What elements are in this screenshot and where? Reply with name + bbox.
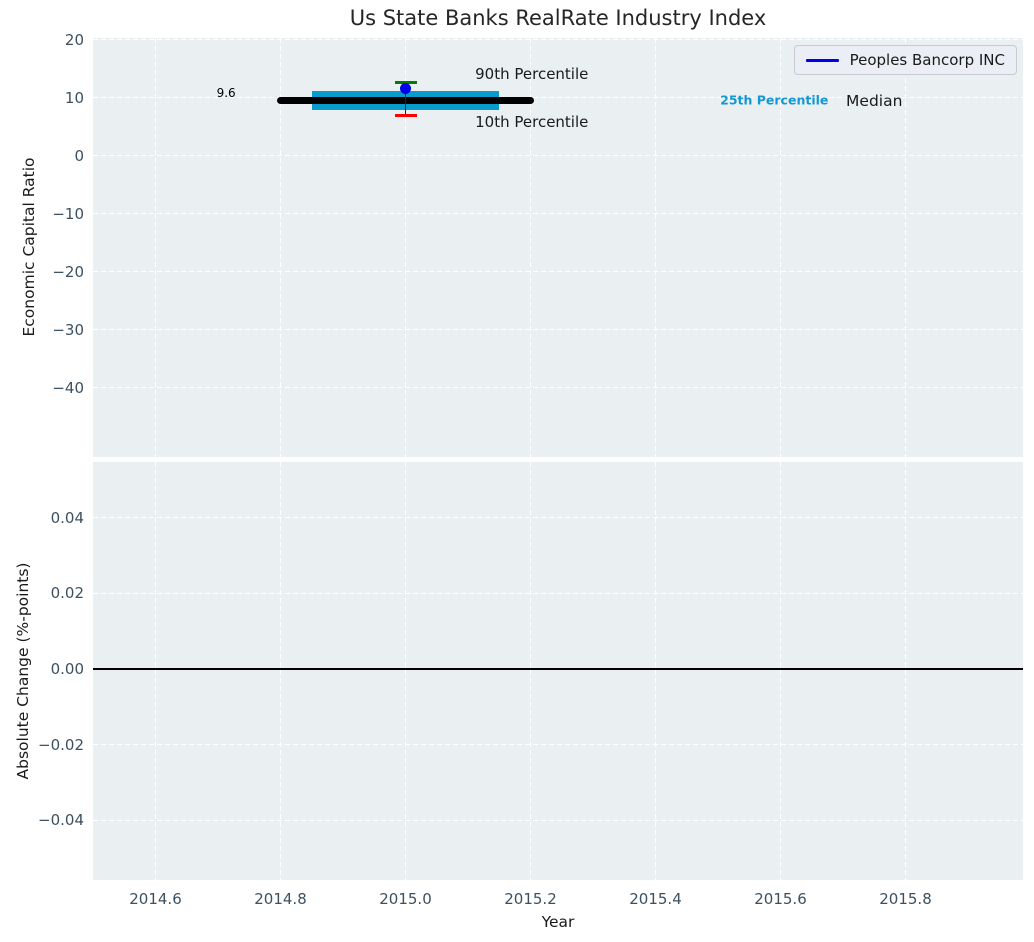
gridline-horizontal — [93, 329, 1023, 331]
gridline-vertical — [530, 38, 531, 457]
gridline-vertical — [655, 38, 656, 457]
x-tick-label: 2015.6 — [754, 890, 807, 908]
x-tick-label: 2015.4 — [629, 890, 682, 908]
chart-annotation: 10th Percentile — [475, 112, 589, 131]
top-plot-area: Peoples Bancorp INC 9.6 90th Percentile 10… — [93, 38, 1023, 457]
gridline-vertical — [655, 462, 656, 880]
gridline-horizontal — [93, 271, 1023, 273]
x-tick-label: 2014.6 — [129, 890, 182, 908]
y-axis-label-bottom: Absolute Change (%-points) — [14, 562, 32, 780]
gridline-vertical — [780, 38, 781, 457]
y-tick-label: 0.00 — [50, 659, 84, 678]
x-axis-label: Year — [541, 913, 575, 931]
chart-title: Us State Banks RealRate Industry Index — [349, 6, 767, 30]
gridline-vertical — [155, 38, 156, 457]
y-tick-label: −20 — [52, 262, 84, 281]
legend: Peoples Bancorp INC — [793, 45, 1017, 75]
bottom-plot-area — [93, 462, 1023, 880]
gridline-vertical — [280, 38, 281, 457]
gridline-vertical — [405, 462, 406, 880]
y-tick-label: −0.04 — [38, 811, 84, 830]
company-data-point — [400, 82, 411, 94]
y-tick-label: 20 — [64, 30, 84, 49]
gridline-horizontal — [93, 213, 1023, 215]
x-tick-label: 2014.8 — [254, 890, 307, 908]
y-tick-label: −10 — [52, 204, 84, 223]
gridline-vertical — [155, 462, 156, 880]
x-tick-label: 2015.0 — [379, 890, 432, 908]
y-tick-label: 10 — [64, 88, 84, 107]
x-tick-label: 2015.2 — [504, 890, 557, 908]
whisker-line — [405, 82, 406, 116]
gridline-horizontal — [93, 387, 1023, 389]
percentile-cap — [394, 113, 417, 117]
y-axis-label-top: Economic Capital Ratio — [20, 157, 38, 337]
chart-annotation: 9.6 — [216, 85, 236, 100]
gridline-horizontal — [93, 155, 1023, 157]
y-tick-label: 0 — [74, 146, 84, 165]
y-tick-label: −40 — [52, 378, 84, 397]
gridline-vertical — [780, 462, 781, 880]
legend-line-icon — [805, 58, 839, 62]
y-tick-label: −30 — [52, 320, 84, 339]
chart-annotation: 90th Percentile — [475, 65, 589, 84]
chart-annotation: 25th Percentile — [720, 92, 829, 108]
gridline-horizontal — [93, 517, 1023, 519]
y-tick-label: −0.02 — [38, 735, 84, 754]
gridline-horizontal — [93, 819, 1023, 821]
gridline-vertical — [905, 462, 906, 880]
gridline-horizontal — [93, 592, 1023, 594]
gridline-horizontal — [93, 39, 1023, 41]
gridline-vertical — [530, 462, 531, 880]
gridline-vertical — [405, 38, 406, 457]
chart-annotation: Median — [846, 91, 903, 110]
gridline-horizontal — [93, 744, 1023, 746]
gridline-vertical — [905, 38, 906, 457]
zero-line — [93, 667, 1023, 670]
y-tick-label: 0.04 — [50, 508, 84, 527]
gridline-vertical — [280, 462, 281, 880]
legend-label: Peoples Bancorp INC — [849, 51, 1005, 69]
x-tick-label: 2015.8 — [879, 890, 932, 908]
gridline-horizontal — [93, 97, 1023, 99]
y-tick-label: 0.02 — [50, 584, 84, 603]
